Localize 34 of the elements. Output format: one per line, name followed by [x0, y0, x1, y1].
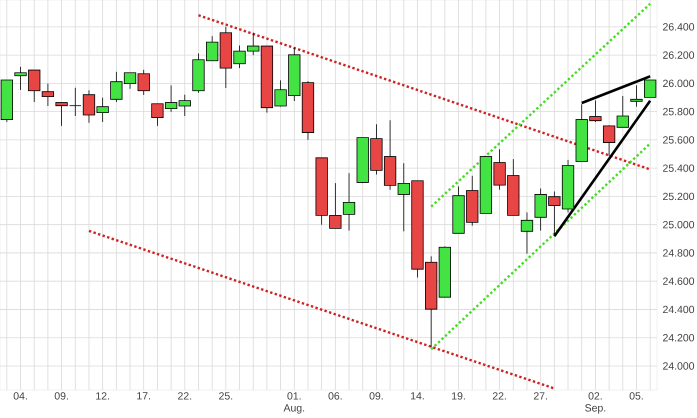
y-tick-label: 24.400 [663, 306, 694, 314]
y-tick-label: 24.600 [663, 278, 694, 285]
x-tick-label: 02. Sep. [585, 392, 606, 414]
y-tick-label: 25.400 [663, 164, 694, 172]
x-tick-label: 01. Aug. [284, 392, 304, 414]
x-tick-label: 25. [219, 392, 232, 400]
candlestick [520, 212, 534, 254]
y-tick-label: 25.800 [663, 108, 694, 116]
x-tick-label: 22. [178, 392, 192, 400]
candlestick [342, 172, 356, 232]
x-tick-label: 09. [370, 392, 383, 400]
y-tick-label: 24.000 [663, 362, 694, 370]
x-tick-label: 14. [410, 392, 424, 400]
y-tick-label: 25.600 [663, 136, 694, 144]
y-tick-label: 24.200 [663, 334, 694, 342]
x-tick-label: 22. [492, 392, 506, 400]
x-tick-label: 19. [452, 392, 465, 400]
y-tick-label: 25.000 [663, 220, 694, 228]
y-tick-label: 24.800 [663, 249, 694, 257]
y-tick-label: 26.000 [663, 80, 694, 88]
candlestick [55, 102, 68, 126]
x-tick-label: 06. [328, 392, 342, 400]
x-tick-label: 09. [54, 392, 68, 400]
candlestick [42, 83, 54, 106]
y-tick-label: 26.400 [663, 23, 694, 31]
y-tick-label: 25.200 [663, 192, 694, 200]
candlestick [69, 87, 82, 116]
x-tick-label: 05. [630, 392, 643, 400]
y-tick-label: 26.200 [663, 51, 694, 59]
x-tick-label: 12. [96, 392, 109, 400]
x-tick-label: 27. [534, 392, 547, 400]
candlestick [630, 84, 643, 108]
x-tick-label: 17. [137, 392, 150, 400]
x-tick-label: 04. [14, 392, 27, 400]
